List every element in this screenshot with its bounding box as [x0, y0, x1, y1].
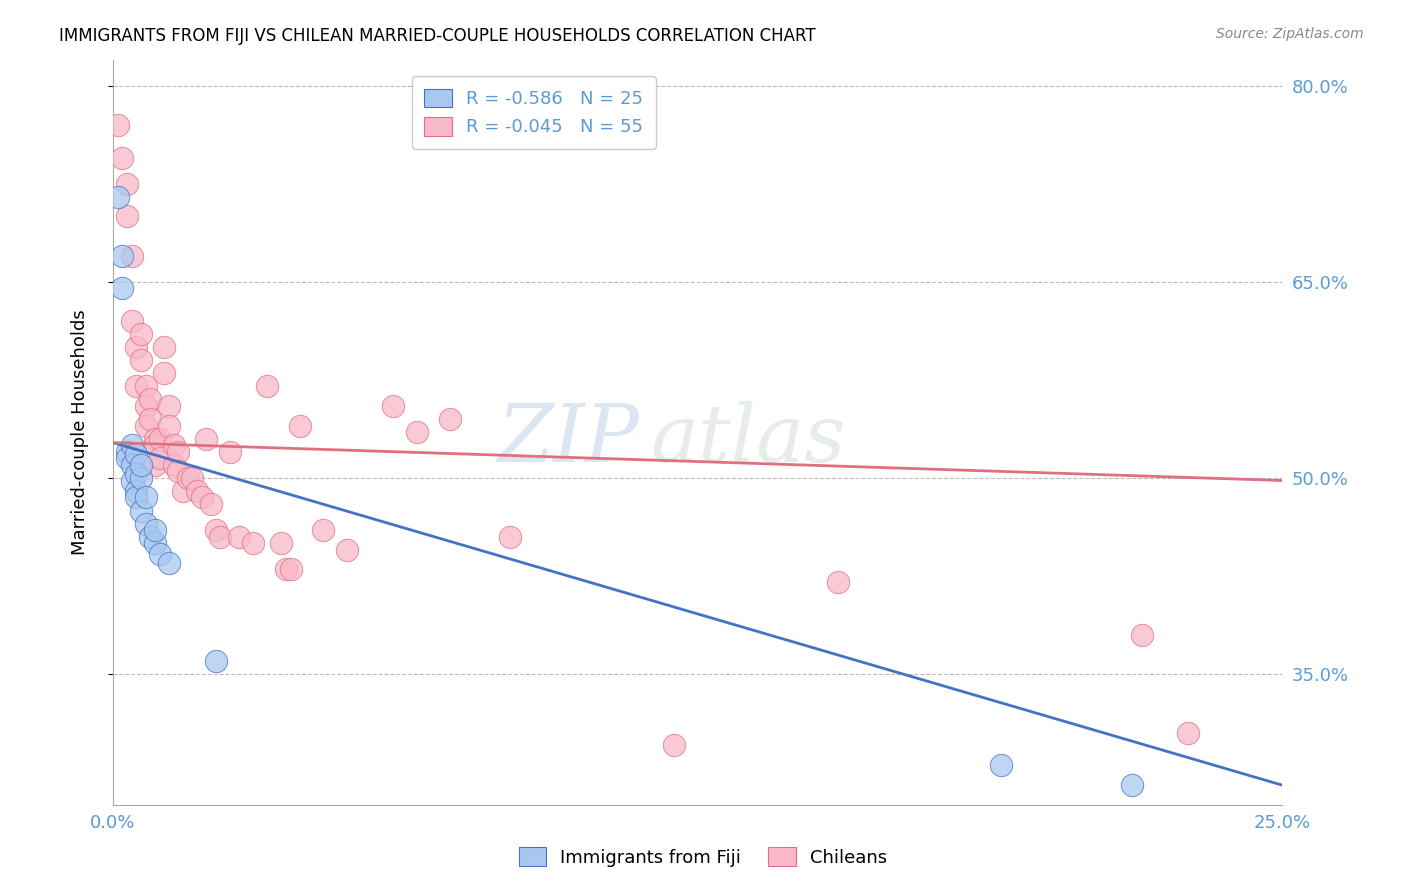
Point	[125, 491, 148, 505]
Point	[200, 497, 222, 511]
Point	[135, 379, 157, 393]
Point	[125, 379, 148, 393]
Point	[149, 432, 172, 446]
Point	[129, 458, 152, 472]
Point	[139, 530, 162, 544]
Point	[157, 418, 180, 433]
Point	[195, 432, 218, 446]
Point	[111, 249, 134, 263]
Legend: Immigrants from Fiji, Chileans: Immigrants from Fiji, Chileans	[512, 840, 894, 874]
Point	[186, 483, 208, 498]
Point	[163, 438, 186, 452]
Point	[204, 523, 226, 537]
Point	[499, 530, 522, 544]
Point	[662, 738, 685, 752]
Point	[153, 340, 176, 354]
Point	[167, 464, 190, 478]
Point	[827, 575, 849, 590]
Point	[139, 392, 162, 407]
Point	[157, 556, 180, 570]
Y-axis label: Married-couple Households: Married-couple Households	[72, 310, 89, 555]
Point	[280, 562, 302, 576]
Point	[274, 562, 297, 576]
Point	[143, 458, 166, 472]
Point	[1130, 628, 1153, 642]
Point	[405, 425, 427, 439]
Point	[125, 340, 148, 354]
Point	[135, 418, 157, 433]
Point	[129, 503, 152, 517]
Point	[135, 491, 157, 505]
Point	[336, 542, 359, 557]
Point	[149, 547, 172, 561]
Point	[129, 353, 152, 368]
Point	[149, 451, 172, 466]
Point	[439, 412, 461, 426]
Point	[176, 471, 198, 485]
Point	[115, 210, 138, 224]
Point	[190, 491, 212, 505]
Text: Source: ZipAtlas.com: Source: ZipAtlas.com	[1216, 27, 1364, 41]
Point	[115, 177, 138, 191]
Point	[167, 444, 190, 458]
Point	[143, 536, 166, 550]
Point	[115, 451, 138, 466]
Point	[990, 758, 1012, 772]
Point	[129, 471, 152, 485]
Text: atlas: atlas	[651, 401, 846, 478]
Point	[270, 536, 292, 550]
Text: ZIP: ZIP	[498, 401, 638, 478]
Point	[218, 444, 240, 458]
Point	[125, 447, 148, 461]
Point	[125, 467, 148, 481]
Point	[121, 438, 143, 452]
Point	[121, 314, 143, 328]
Point	[382, 399, 405, 413]
Point	[228, 530, 250, 544]
Point	[121, 458, 143, 472]
Point	[107, 190, 129, 204]
Point	[121, 474, 143, 488]
Point	[172, 483, 194, 498]
Point	[111, 151, 134, 165]
Legend: R = -0.586   N = 25, R = -0.045   N = 55: R = -0.586 N = 25, R = -0.045 N = 55	[412, 76, 655, 149]
Point	[143, 523, 166, 537]
Point	[125, 483, 148, 498]
Point	[181, 471, 204, 485]
Point	[312, 523, 335, 537]
Point	[135, 399, 157, 413]
Point	[242, 536, 264, 550]
Point	[135, 516, 157, 531]
Point	[288, 418, 311, 433]
Point	[157, 399, 180, 413]
Point	[107, 118, 129, 132]
Point	[143, 432, 166, 446]
Point	[1121, 778, 1143, 792]
Point	[256, 379, 278, 393]
Point	[129, 327, 152, 342]
Point	[115, 444, 138, 458]
Point	[153, 367, 176, 381]
Point	[1177, 726, 1199, 740]
Point	[111, 281, 134, 295]
Text: IMMIGRANTS FROM FIJI VS CHILEAN MARRIED-COUPLE HOUSEHOLDS CORRELATION CHART: IMMIGRANTS FROM FIJI VS CHILEAN MARRIED-…	[59, 27, 815, 45]
Point	[204, 654, 226, 668]
Point	[163, 458, 186, 472]
Point	[209, 530, 232, 544]
Point	[139, 412, 162, 426]
Point	[121, 249, 143, 263]
Point	[143, 438, 166, 452]
